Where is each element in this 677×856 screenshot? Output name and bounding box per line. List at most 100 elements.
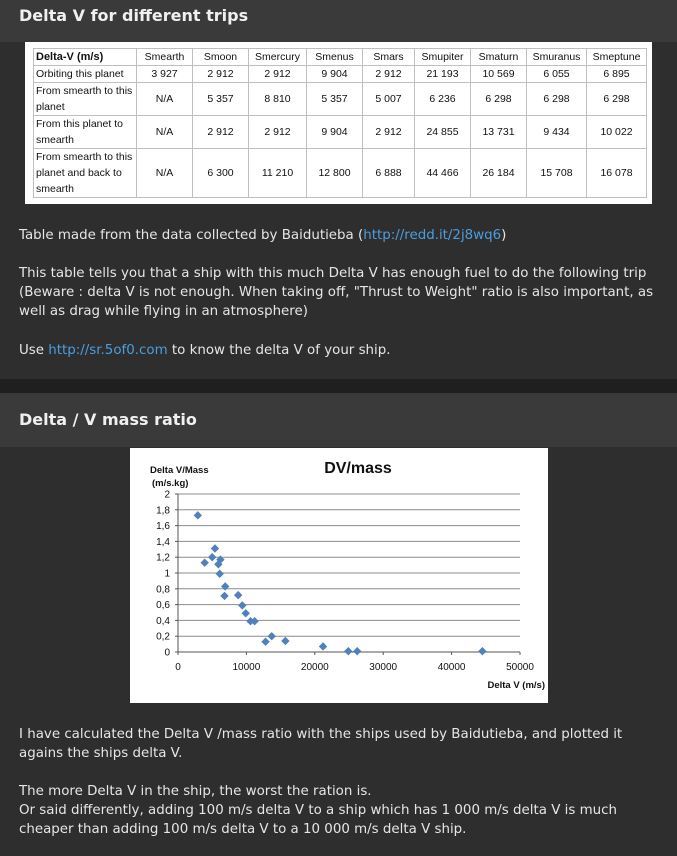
table-header-cell: Smenus (306, 48, 363, 66)
chart-data-point (215, 569, 224, 578)
chart-y-tick-label: 0,4 (156, 616, 170, 627)
table-header-cell: Smearth (136, 48, 193, 66)
section-header-mass-ratio: Delta / V mass ratio (0, 393, 677, 447)
chart-data-point (220, 591, 229, 601)
table-cell: 2 912 (362, 65, 415, 83)
chart-y-tick-label: 1 (164, 569, 170, 580)
table-cell: 6 300 (192, 148, 249, 198)
table-cell: 10 569 (470, 65, 527, 83)
chart-x-tick-label: 0 (175, 662, 181, 673)
chart-data-point (193, 511, 203, 520)
table-cell: 2 912 (192, 115, 249, 149)
table-cell: 15 708 (526, 148, 587, 198)
table-header-cell: Smoon (192, 48, 249, 66)
table-explanation-text: This table tells you that a ship with th… (19, 264, 659, 321)
conclusion-line-1: The more Delta V in the ship, the worst … (19, 784, 372, 799)
table-cell: 6 236 (414, 82, 471, 116)
table-header-cell: Smaturn (470, 48, 527, 66)
table-cell: 16 078 (586, 148, 647, 198)
chart-data-point (241, 609, 250, 618)
table-cell: 2 912 (248, 115, 307, 149)
chart-data-point (208, 553, 217, 562)
chart-data-point (478, 647, 487, 656)
chart-data-point (220, 582, 230, 591)
table-header-row: Delta-V (m/s) Smearth Smoon Smercury Smenus S… (33, 48, 647, 66)
table-header-cell: Smeptune (586, 48, 647, 66)
chart-title: DV/mass (324, 460, 392, 477)
ratio-explanation-text: I have calculated the Delta V /mass rati… (19, 725, 659, 763)
table-cell: 12 800 (306, 148, 363, 198)
chart-data-point (353, 647, 362, 656)
table-header-cell: Delta-V (m/s) (33, 48, 137, 66)
table-row: From smearth to this planet N/A 5 357 8 810… (33, 82, 647, 116)
section-title: Delta / V mass ratio (19, 410, 197, 429)
table-header-cell: Smupiter (414, 48, 471, 66)
section-title: Delta V for different trips (19, 6, 249, 25)
table-cell: 6 888 (362, 148, 415, 198)
table-cell: 5 357 (306, 82, 363, 116)
table-cell: N/A (136, 82, 193, 116)
table-row: From this planet to smearth N/A 2 912 2 912… (33, 115, 647, 149)
chart-data-point (344, 647, 353, 656)
table-cell: 21 193 (414, 65, 471, 83)
explanation-paragraph: This table tells you that a ship with th… (19, 266, 654, 319)
table-cell: 9 904 (306, 115, 363, 149)
dv-mass-chart-svg: 0 0,2 0,4 0,6 0,8 1 1,2 1,4 1,6 1,8 2 0 10000 20000 30… (150, 460, 545, 691)
dv-mass-chart: 0 0,2 0,4 0,6 0,8 1 1,2 1,4 1,6 1,8 2 0 10000 20000 30… (130, 448, 548, 703)
table-cell: 6 298 (470, 82, 527, 116)
chart-x-tick-label: 50000 (506, 662, 534, 673)
table-cell: 6 298 (526, 82, 587, 116)
table-source-text: Table made from the data collected by Ba… (19, 226, 659, 245)
hint-suffix: to know the delta V of your ship. (167, 343, 391, 358)
table-header-cell: Smuranus (526, 48, 587, 66)
chart-y-axis-label-line-2: (m/s.kg) (152, 478, 188, 489)
chart-y-tick-label: 0,6 (156, 600, 170, 611)
chart-data-point (233, 590, 243, 600)
table-cell: 9 904 (306, 65, 363, 83)
delta-v-table: Delta-V (m/s) Smearth Smoon Smercury Smenus S… (33, 48, 647, 198)
table-cell: 13 731 (470, 115, 527, 149)
table-cell: 24 855 (414, 115, 471, 149)
table-header-cell: Smars (362, 48, 415, 66)
hint-prefix: Use (19, 343, 49, 358)
table-cell: 3 927 (136, 65, 193, 83)
chart-data-point (281, 636, 290, 646)
conclusion-text: The more Delta V in the ship, the worst … (19, 782, 659, 839)
calculator-hint-text: Use http://sr.5of0.com to know the delta… (19, 341, 659, 360)
table-row-label: Orbiting this planet (33, 65, 137, 83)
chart-x-tick-label: 40000 (438, 662, 466, 673)
chart-y-tick-label: 1,2 (156, 553, 170, 564)
table-cell: 44 466 (414, 148, 471, 198)
table-row-label: From smearth to this planet (33, 82, 137, 116)
ratio-paragraph: I have calculated the Delta V /mass rati… (19, 727, 623, 761)
chart-y-tick-label: 1,6 (156, 521, 170, 532)
chart-data-point (200, 558, 209, 567)
chart-y-tick-label: 0,2 (156, 632, 170, 643)
table-cell: 8 810 (248, 82, 307, 116)
chart-x-tick-label: 30000 (369, 662, 397, 673)
table-header-cell: Smercury (248, 48, 307, 66)
chart-y-tick-label: 0,8 (156, 584, 170, 595)
chart-y-tick-label: 1,4 (156, 537, 170, 548)
table-cell: N/A (136, 115, 193, 149)
table-row-label: From this planet to smearth (33, 115, 137, 149)
table-cell: 10 022 (586, 115, 647, 149)
table-cell: 2 912 (248, 65, 307, 83)
table-cell: 6 895 (586, 65, 647, 83)
source-link[interactable]: http://redd.it/2j8wq6 (363, 228, 502, 243)
chart-data-point (238, 601, 247, 610)
conclusion-line-2: Or said differently, adding 100 m/s delt… (19, 803, 617, 837)
source-prefix: Table made from the data collected by Ba… (19, 228, 364, 243)
chart-x-axis-label: Delta V (m/s) (487, 680, 545, 691)
chart-x-tick-label: 20000 (301, 662, 329, 673)
calculator-link[interactable]: http://sr.5of0.com (48, 343, 168, 358)
table-cell: 11 210 (248, 148, 307, 198)
chart-data-point (267, 632, 276, 641)
chart-y-tick-label: 1,8 (156, 505, 170, 516)
chart-data-point (210, 544, 220, 553)
table-cell: 5 357 (192, 82, 249, 116)
chart-y-tick-label: 0 (164, 648, 170, 659)
chart-data-point (261, 637, 270, 646)
table-cell: 2 912 (362, 115, 415, 149)
table-row: Orbiting this planet 3 927 2 912 2 912 9 904… (33, 65, 647, 83)
